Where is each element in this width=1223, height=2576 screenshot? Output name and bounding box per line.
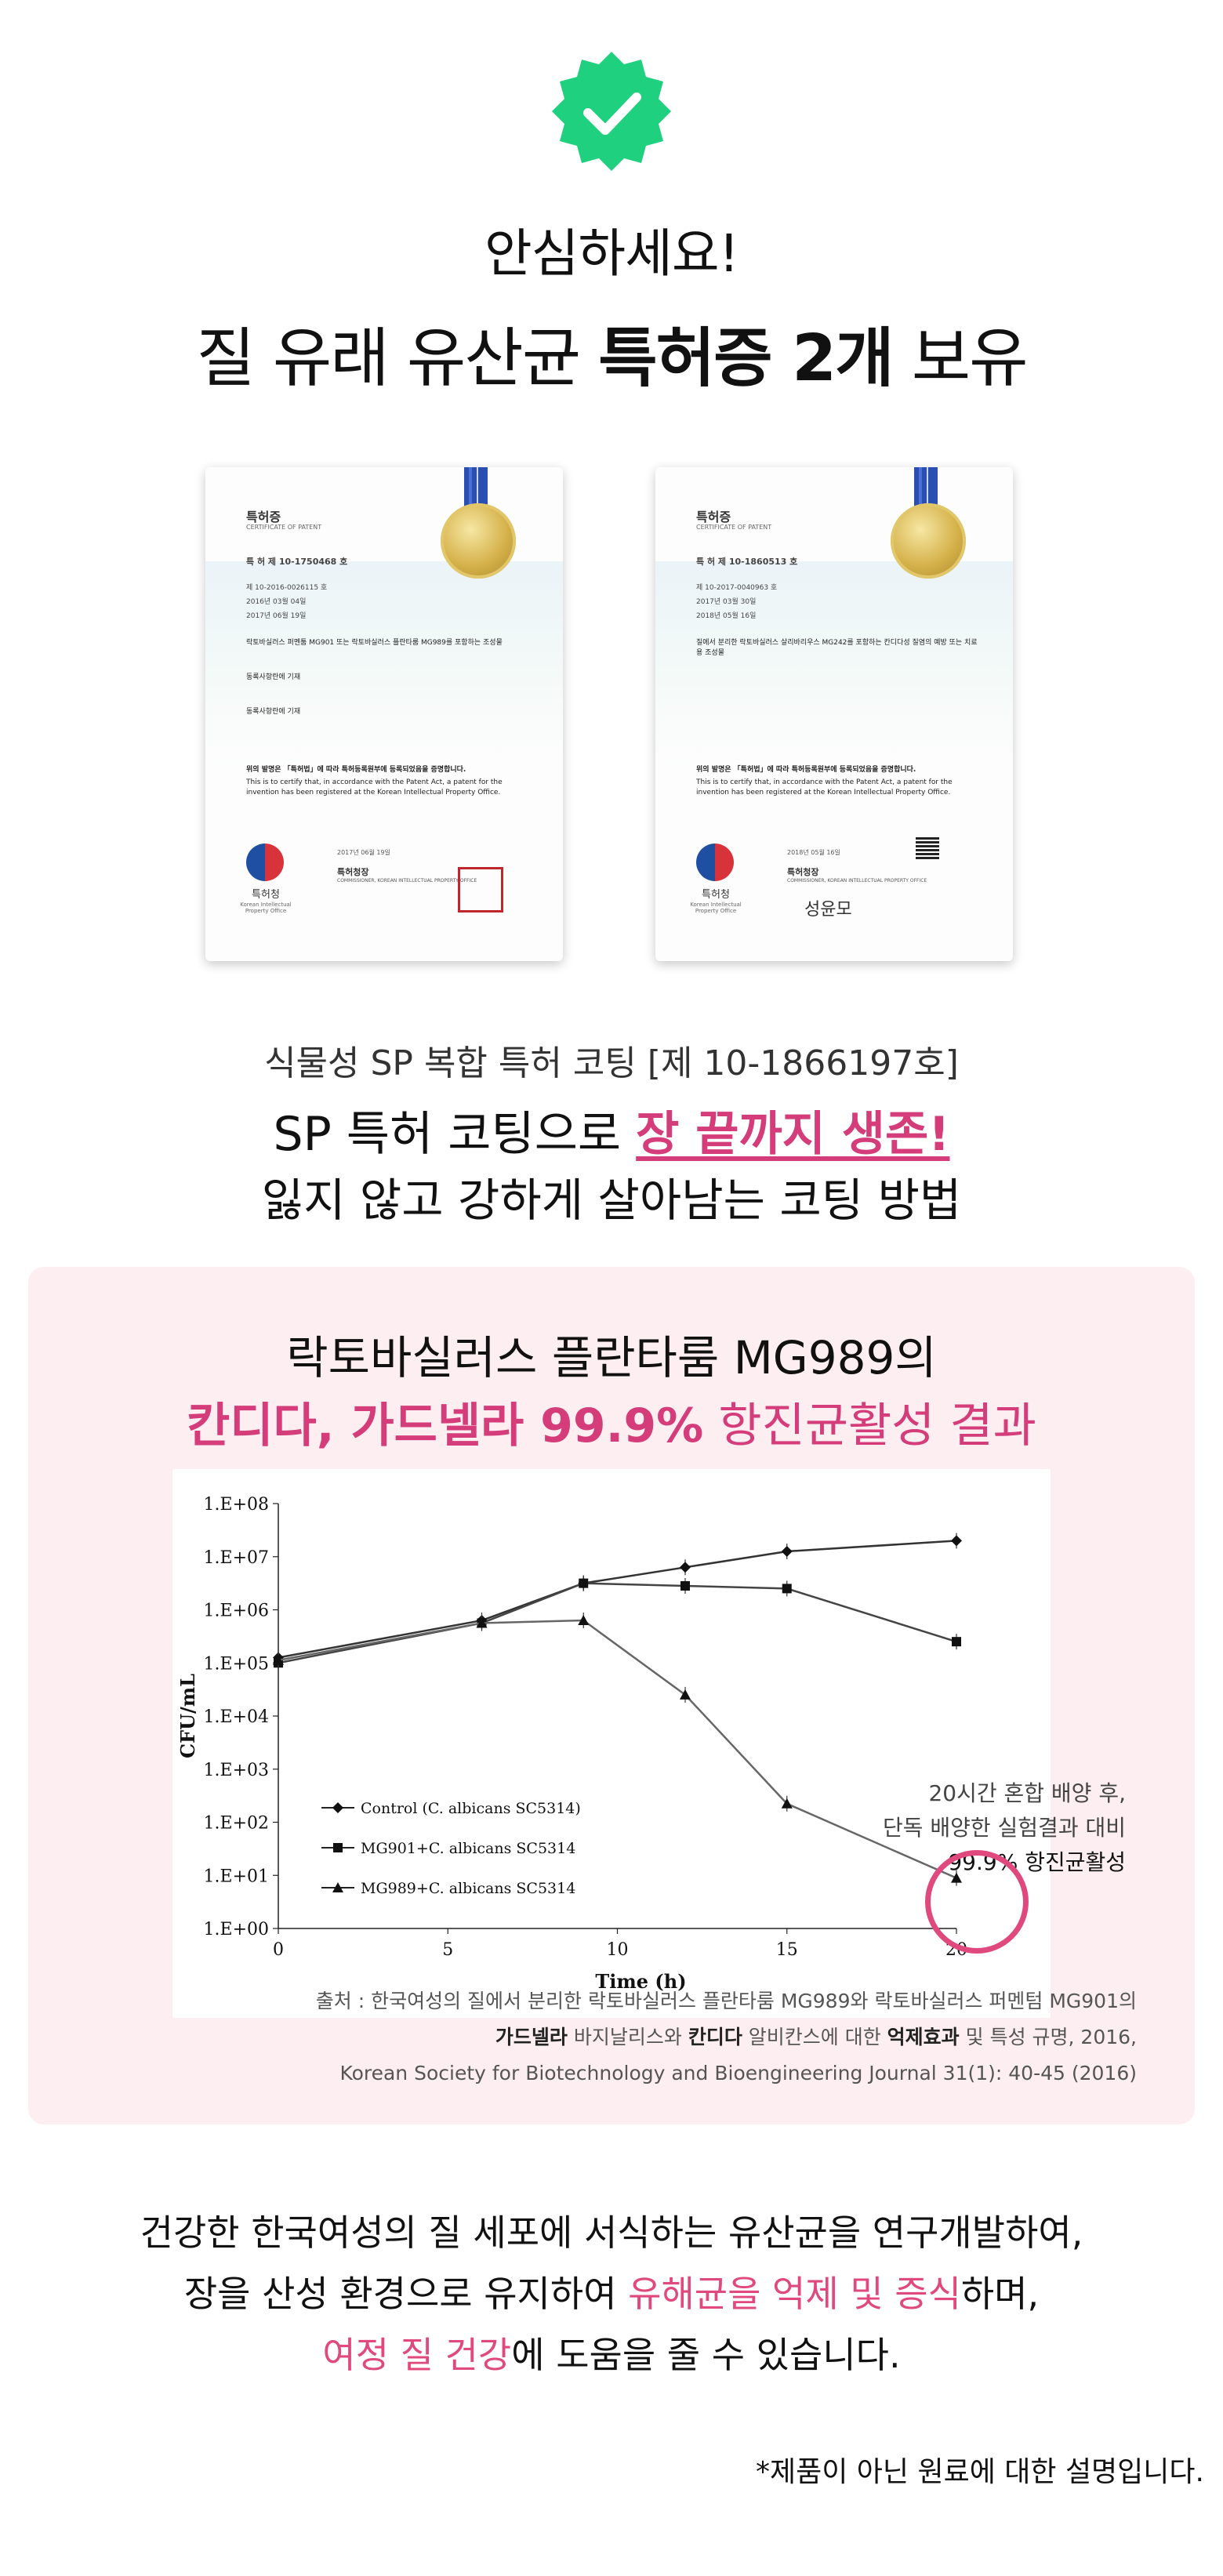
legend-label: Control (C. albicans SC5314) <box>361 1800 581 1817</box>
data-point <box>781 1798 793 1809</box>
source-line-3: Korean Society for Biotechnology and Bio… <box>339 2062 1137 2084</box>
footnote: *제품이 아닌 원료에 대한 설명입니다. <box>755 2456 1204 2488</box>
data-point <box>782 1584 792 1594</box>
result-note-1: 20시간 혼합 배양 후, <box>928 1780 1126 1806</box>
y-tick-label: 1.E+01 <box>204 1867 269 1886</box>
red-stamp-icon <box>458 867 503 912</box>
body-line-1: 건강한 한국여성의 질 세포에 서식하는 유산균을 연구개발하여, <box>140 2211 1083 2254</box>
y-tick-label: 1.E+06 <box>204 1602 269 1621</box>
body-line-2: 장을 산성 환경으로 유지하여 유해균을 억제 및 증식하며, <box>183 2273 1040 2315</box>
y-tick-label: 1.E+05 <box>204 1654 269 1674</box>
x-tick-label: 10 <box>607 1940 629 1960</box>
legend-marker <box>332 1802 343 1813</box>
x-tick-label: 15 <box>776 1940 798 1960</box>
data-point <box>476 1617 488 1628</box>
data-point <box>273 1654 284 1665</box>
patent-certificate-2: 특허증 CERTIFICATE OF PATENT 특 허 제 10-18605… <box>655 467 1013 961</box>
data-point <box>952 1637 961 1647</box>
y-tick-label: 1.E+03 <box>204 1761 269 1780</box>
source-line-1: 출처 : 한국여성의 질에서 분리한 락토바실러스 플란타룸 MG989와 락토… <box>315 1990 1137 2012</box>
gold-seal-icon <box>441 503 516 579</box>
y-tick-label: 1.E+07 <box>204 1548 269 1568</box>
series-line <box>278 1582 957 1664</box>
x-tick-label: 0 <box>273 1940 284 1960</box>
data-point <box>578 1615 590 1626</box>
panel-title: 락토바실러스 플란타룸 MG989의 <box>286 1331 937 1384</box>
coating-headline: SP 특허 코팅으로 장 끝까지 생존! <box>273 1107 950 1162</box>
x-tick-label: 5 <box>442 1940 453 1960</box>
check-badge-icon <box>552 52 671 171</box>
y-tick-label: 1.E+08 <box>204 1495 269 1515</box>
y-tick-label: 1.E+02 <box>204 1814 269 1834</box>
series-line <box>278 1619 957 1879</box>
signature: 성윤모 <box>804 900 852 920</box>
coating-description: 잃지 않고 강하게 살아남는 코팅 방법 <box>261 1174 962 1227</box>
data-point <box>951 1535 962 1547</box>
data-point <box>579 1578 589 1588</box>
legend-marker <box>333 1843 343 1852</box>
result-note-2: 단독 배양한 실험결과 대비 <box>882 1815 1126 1841</box>
chart-area: 1.E+00 1.E+01 1.E+02 1.E+03 1.E+04 1.E+05 1.E+… <box>172 1469 1051 2018</box>
y-tick-label: 1.E+00 <box>204 1920 269 1939</box>
headline-line1: 안심하세요! <box>484 223 739 284</box>
series-line <box>278 1540 957 1659</box>
highlight-circle <box>925 1850 1029 1954</box>
source-line-2: 가드넬라 바지날리스와 칸디다 알비칸스에 대한 억제효과 및 특성 규명, 2… <box>495 2026 1137 2048</box>
y-axis-label: CFU/mL <box>176 1674 199 1758</box>
headline-line2: 질 유래 유산균 특허증 2개 보유 <box>196 321 1028 396</box>
data-point <box>680 1689 691 1700</box>
data-point <box>680 1562 691 1573</box>
kipo-logo-icon <box>696 844 734 881</box>
result-note-3: 99.9% 항진균활성 <box>948 1849 1126 1875</box>
x-axis-label: Time (h) <box>595 1970 686 1993</box>
data-point <box>680 1581 690 1591</box>
line-chart: 1.E+00 1.E+01 1.E+02 1.E+03 1.E+04 1.E+05 1.E+… <box>176 1495 967 1993</box>
patent-certificate-1: 특허증 CERTIFICATE OF PATENT 특 허 제 10-17504… <box>205 467 563 961</box>
legend-label: MG901+C. albicans SC5314 <box>361 1840 575 1857</box>
gold-seal-icon <box>891 503 966 579</box>
kipo-logo-icon <box>246 844 284 881</box>
body-line-3: 여정 질 건강에 도움을 줄 수 있습니다. <box>322 2334 901 2376</box>
legend-label: MG989+C. albicans SC5314 <box>361 1880 575 1897</box>
y-tick-label: 1.E+04 <box>204 1707 269 1727</box>
legend-marker <box>332 1882 343 1892</box>
panel-subtitle: 칸디다, 가드넬라 99.9% 항진균활성 결과 <box>187 1399 1036 1453</box>
qr-code-icon <box>916 836 939 859</box>
coating-patent-number: 식물성 SP 복합 특허 코팅 [제 10-1866197호] <box>264 1043 959 1083</box>
data-point <box>781 1545 793 1557</box>
